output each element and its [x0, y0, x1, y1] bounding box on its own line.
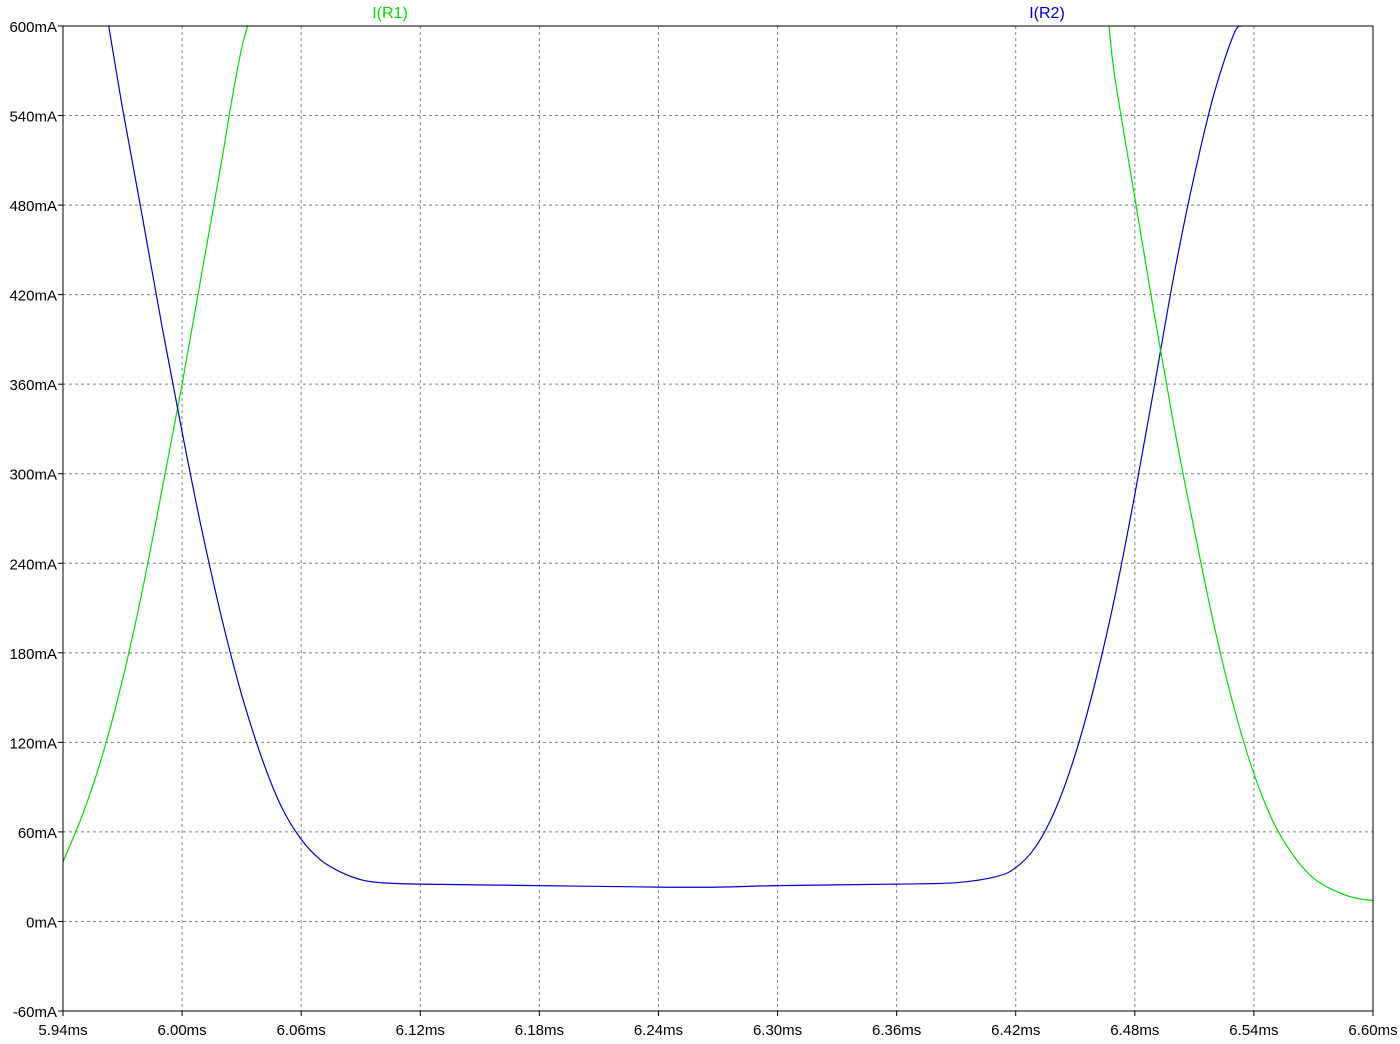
- series-layer: [63, 26, 1373, 902]
- y-tick-label: -60mA: [13, 1004, 57, 1021]
- plot-frame: [62, 25, 1374, 1012]
- y-tick-label: 480mA: [9, 198, 57, 215]
- y-tick-label: 600mA: [9, 19, 57, 36]
- x-tick-label: 6.24ms: [634, 1022, 683, 1039]
- legend-label-i-r1[interactable]: I(R1): [372, 5, 408, 22]
- y-tick-label: 120mA: [9, 735, 57, 752]
- legend: I(R1) I(R2): [372, 5, 1065, 22]
- x-tick-label: 6.60ms: [1348, 1022, 1397, 1039]
- y-tick-label: 300mA: [9, 467, 57, 484]
- plot-border: [62, 25, 1374, 1012]
- grid-layer: [63, 26, 1373, 1011]
- x-tick-label: 6.18ms: [515, 1022, 564, 1039]
- y-tick-label: 180mA: [9, 646, 57, 663]
- x-tick-label: 6.54ms: [1229, 1022, 1278, 1039]
- y-tick-label: 420mA: [9, 288, 57, 305]
- x-tick-label: 5.94ms: [38, 1022, 87, 1039]
- y-axis-ticks: 600mA 540mA 480mA 420mA 360mA 300mA 240mA 180mA…: [9, 19, 63, 1021]
- x-tick-label: 6.30ms: [753, 1022, 802, 1039]
- y-tick-label: 540mA: [9, 109, 57, 126]
- x-tick-label: 6.36ms: [872, 1022, 921, 1039]
- x-axis-ticks: 5.94ms 6.00ms 6.06ms 6.12ms 6.18ms 6.24ms 6.30…: [38, 1011, 1398, 1039]
- y-tick-label: 60mA: [18, 825, 57, 842]
- x-tick-label: 6.42ms: [991, 1022, 1040, 1039]
- y-tick-label: 360mA: [9, 377, 57, 394]
- series-line-i-r2-1[interactable]: [108, 26, 1243, 888]
- series-line-i-r1-0[interactable]: [63, 26, 249, 863]
- x-tick-label: 6.00ms: [157, 1022, 206, 1039]
- y-tick-label: 0mA: [26, 914, 57, 931]
- x-tick-label: 6.06ms: [277, 1022, 326, 1039]
- y-tick-label: 240mA: [9, 556, 57, 573]
- series-line-i-r1-2[interactable]: [1108, 26, 1373, 902]
- x-tick-label: 6.12ms: [396, 1022, 445, 1039]
- legend-label-i-r2[interactable]: I(R2): [1029, 5, 1065, 22]
- x-tick-label: 6.48ms: [1110, 1022, 1159, 1039]
